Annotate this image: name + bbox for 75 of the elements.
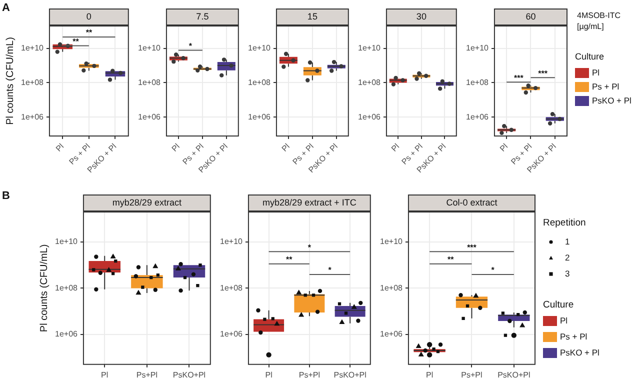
chart-title: 15 [307,11,318,22]
x-tick-label: Pl [426,370,434,380]
annotation: ** [448,255,455,264]
chart-title: 7.5 [196,11,209,22]
y-tick-label: 1e+10 [55,237,78,246]
x-tick-label: Pl [54,142,66,154]
chart-title: 30 [416,11,426,22]
y-tick-label: 1e+10 [21,44,44,53]
x-tick-label: Pl [101,370,108,380]
x-tick-label: Pl [280,142,292,154]
y-tick-label: 1e+10 [248,44,272,53]
text: Repetition [543,218,586,229]
y-tick-label: 1e+06 [55,330,78,339]
legend-label: 1 [565,236,570,246]
annotation: *** [538,68,548,78]
y-tick-label: 1e+10 [220,237,244,246]
y-tick-label: 1e+06 [248,112,272,122]
x-tick-label: Pl [498,142,510,154]
legend-label: Ps + Pl [560,331,588,342]
y-tick-label: 1e+06 [466,112,490,122]
annotation: *** [514,73,524,82]
annotation: * [308,242,312,252]
x-tick-label: Ps+Pl [298,370,320,380]
chart-title: 60 [526,11,536,22]
chart-title: myb28/29 extract + ITC [262,197,357,208]
annotation: ** [86,28,93,38]
y-tick-label: 1e+10 [138,44,162,53]
legend-label: 3 [565,268,570,278]
x-tick-label: Ps+Pl [461,370,483,380]
y-tick-label: 1e+08 [138,78,162,87]
chart-title: 0 [86,11,92,22]
x-tick-label: PsKO+Pl [172,370,206,380]
y-tick-label: 1e+06 [138,112,162,122]
y-tick-label: 1e+08 [466,78,490,87]
legend-label: Ps + Pl [592,81,620,92]
text: B [2,190,10,202]
x-tick-label: PsKO+Pl [334,370,367,380]
legend-label: Pl [560,315,568,326]
annotation: ** [286,255,294,264]
annotation: * [491,266,496,275]
chart-title: Col-0 extract [446,197,498,208]
y-tick-label: 1e+08 [55,283,78,292]
y-tick-label: 1e+06 [380,330,404,339]
y-tick-label: 1e+08 [21,78,44,87]
y-tick-label: 1e+06 [220,330,244,339]
x-tick-label: Pl [265,370,273,380]
x-tick-label: Ps+Pl [136,370,158,380]
annotation: * [188,41,193,50]
text: A [2,2,10,14]
legend-label: PsKO + Pl [560,347,600,358]
y-axis-title: Pl counts (CFU/mL) [4,37,16,125]
annotation: ** [72,36,80,46]
y-tick-label: 1e+08 [380,283,404,292]
chart-title: myb28/29 extract [112,197,182,208]
y-axis-title: Pl counts (CFU/mL) [38,244,50,332]
annotation: * [328,266,332,275]
legend-label: Pl [592,67,600,78]
y-tick-label: 1e+06 [21,112,44,122]
x-tick-label: PsKO+Pl [498,370,530,380]
y-tick-label: 1e+08 [358,78,382,87]
legend-title: Culture [575,51,604,62]
x-tick-label: Pl [170,142,182,154]
legend-title: Culture [543,300,574,311]
y-tick-label: 1e+10 [358,44,382,53]
y-tick-label: 1e+10 [466,44,490,53]
y-tick-label: 1e+08 [220,283,244,292]
y-tick-label: 1e+10 [380,237,404,246]
x-tick-label: Ps + Pl [67,142,92,166]
legend-label: PsKO + Pl [592,95,632,106]
text: 4MSOB-ITC [µg/mL] [577,11,621,32]
legend-label: 2 [565,252,570,262]
y-tick-label: 1e+06 [358,112,382,122]
annotation: *** [467,242,478,252]
x-tick-label: Pl [390,142,402,154]
y-tick-label: 1e+08 [248,78,272,87]
